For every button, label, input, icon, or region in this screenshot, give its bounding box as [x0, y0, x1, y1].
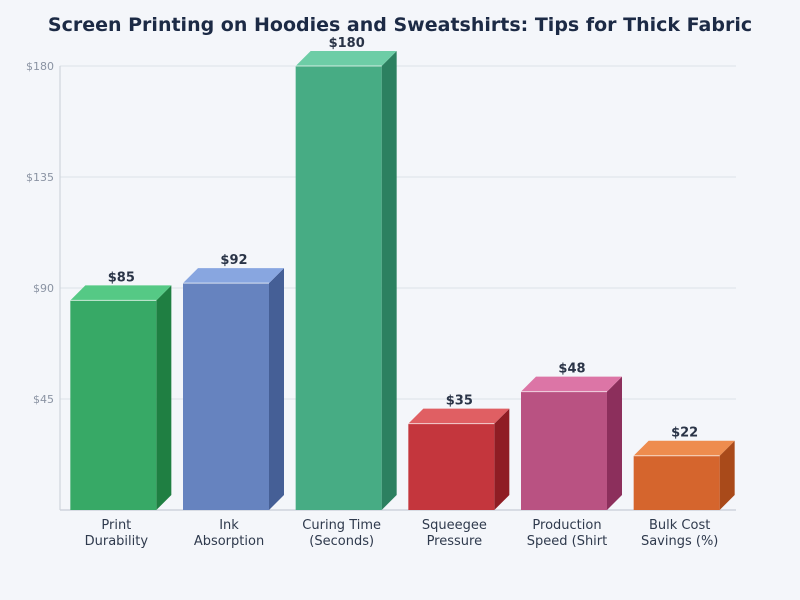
value-label: $92 [220, 253, 247, 268]
y-tick-label: $90 [33, 282, 54, 295]
x-tick-label: Durability [85, 534, 149, 549]
bar-side [381, 51, 397, 510]
bar [70, 300, 157, 510]
bar-side [607, 376, 622, 510]
x-tick-label: Absorption [194, 534, 264, 549]
y-tick-label: $45 [33, 393, 54, 406]
x-tick-label: Squeegee [422, 518, 487, 533]
x-tick-label: Speed (Shirt [527, 534, 608, 549]
bar-side [494, 408, 510, 510]
bar-top [183, 268, 284, 284]
bar-side [269, 268, 284, 510]
bar [521, 391, 607, 510]
bar [408, 423, 495, 510]
x-tick-label: Ink [219, 518, 239, 533]
x-tick-label: Curing Time [302, 518, 381, 533]
bar-top [408, 408, 510, 424]
x-tick-label: Pressure [427, 534, 483, 549]
x-tick-label: Savings (%) [641, 534, 718, 549]
bar-side [156, 285, 172, 510]
y-tick-label: $180 [26, 60, 54, 73]
y-tick-label: $135 [26, 171, 54, 184]
bar-top [70, 285, 172, 301]
bar-side [719, 440, 735, 510]
x-tick-label: Production [532, 518, 601, 533]
bar-top [521, 376, 622, 392]
bar-top [295, 51, 397, 66]
x-tick-label: Bulk Cost [649, 518, 710, 533]
x-tick-label: Print [101, 518, 131, 533]
bar [633, 455, 720, 510]
chart-title: Screen Printing on Hoodies and Sweatshir… [47, 14, 753, 36]
bar [295, 66, 382, 510]
x-tick-label: (Seconds) [309, 534, 374, 549]
bar [183, 283, 269, 510]
bar-top [633, 440, 735, 456]
value-label: $22 [671, 426, 698, 441]
value-label: $35 [446, 394, 473, 409]
value-label: $48 [558, 362, 585, 377]
value-label: $180 [329, 36, 365, 51]
value-label: $85 [108, 270, 135, 285]
